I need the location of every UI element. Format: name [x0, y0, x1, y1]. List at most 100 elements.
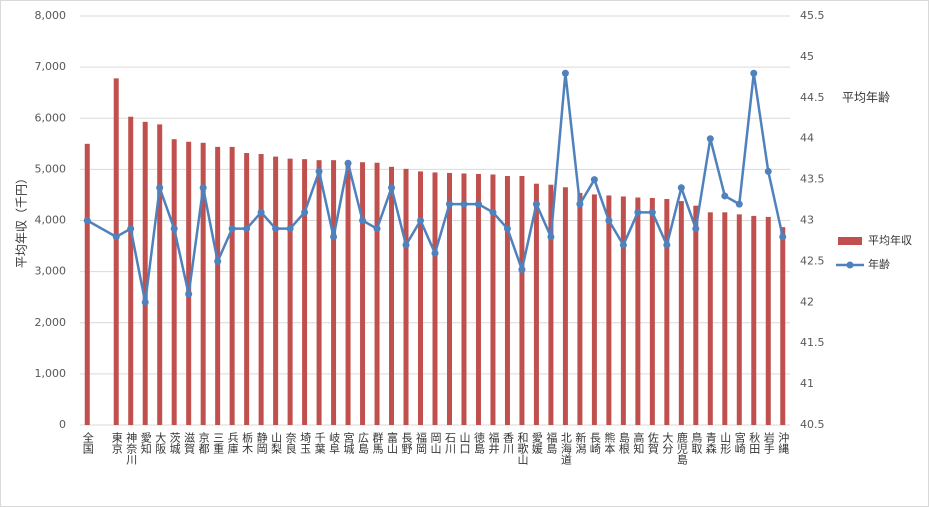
line-marker: [561, 69, 569, 77]
bar: [635, 197, 641, 425]
bar: [446, 172, 452, 425]
x-tick-label: 岩手: [762, 431, 775, 455]
y-tick-label: 7,000: [35, 60, 67, 73]
line-marker: [156, 184, 164, 192]
line-marker: [735, 200, 743, 208]
bar: [316, 160, 322, 426]
bar: [215, 146, 221, 425]
line-marker: [112, 233, 120, 241]
x-tick-label: 愛知: [139, 432, 152, 455]
x-tick-label: 新潟: [574, 431, 587, 455]
bar: [273, 156, 279, 425]
bar: [490, 174, 496, 425]
x-tick-label: 佐賀: [646, 431, 659, 455]
line-marker: [590, 176, 598, 184]
bar: [331, 160, 337, 426]
y2-tick-label: 44: [800, 132, 814, 145]
bar: [664, 199, 670, 425]
line-marker: [359, 217, 367, 224]
y-tick-label: 3,000: [35, 265, 67, 278]
x-tick-label: 大阪: [154, 431, 167, 455]
x-tick-label: 北海道: [559, 432, 572, 465]
y2-tick-label: 43.5: [800, 173, 825, 186]
bar: [693, 205, 699, 425]
line-marker: [706, 135, 714, 143]
bar: [128, 116, 134, 425]
line-marker: [605, 217, 613, 224]
bar: [461, 173, 467, 425]
line-marker: [619, 241, 627, 249]
y2-tick-label: 44.5: [800, 91, 825, 104]
bar: [244, 153, 250, 425]
y-tick-label: 5,000: [35, 162, 67, 175]
bar: [418, 171, 424, 425]
line-marker: [779, 233, 787, 241]
legend-swatch: [838, 237, 862, 245]
line-marker: [663, 241, 671, 249]
bar: [389, 166, 395, 425]
y2-tick-label: 41: [800, 377, 814, 390]
line-marker: [431, 249, 439, 257]
y-tick-label: 2,000: [35, 316, 67, 329]
x-tick-label: 沖縄: [777, 432, 790, 454]
bar: [504, 176, 510, 425]
line-marker: [315, 167, 323, 175]
bar: [345, 161, 351, 426]
line-marker: [750, 69, 758, 77]
y-tick-label: 1,000: [35, 367, 67, 380]
bar: [780, 227, 786, 425]
line-marker: [199, 184, 207, 192]
bar: [765, 216, 771, 425]
line-marker: [474, 200, 482, 208]
legend-swatch: [846, 261, 854, 269]
x-tick-label: 静岡: [255, 431, 268, 455]
x-tick-label: 鳥取: [690, 431, 703, 455]
line-marker: [532, 200, 540, 208]
y-tick-label: 0: [59, 418, 66, 431]
line-marker: [373, 225, 381, 233]
x-tick-label: 兵庫: [226, 432, 239, 455]
x-tick-label: 徳島: [472, 432, 485, 455]
x-tick-label: 秋田: [748, 431, 761, 454]
line-marker: [648, 208, 656, 216]
x-tick-label: 青森: [704, 432, 717, 455]
line-marker: [721, 192, 729, 200]
bar: [649, 198, 655, 425]
line-marker: [576, 200, 584, 208]
line-marker: [460, 200, 468, 208]
line-marker: [228, 225, 236, 233]
bar: [287, 158, 293, 426]
line-marker: [402, 241, 410, 249]
x-tick-label: 茨城: [168, 431, 181, 454]
y2-tick-label: 42: [800, 295, 814, 308]
x-tick-label: 高知: [632, 431, 645, 455]
line-marker: [214, 257, 222, 265]
line: [86, 73, 784, 303]
bar: [722, 212, 728, 425]
bar: [606, 195, 612, 425]
line-marker: [489, 208, 497, 216]
x-tick-label: 京都: [197, 431, 210, 454]
x-tick-label: 愛媛: [530, 432, 543, 455]
line-marker: [185, 290, 193, 298]
line-marker: [286, 225, 294, 233]
line-marker: [272, 225, 280, 233]
bar: [591, 194, 597, 425]
x-tick-label: 鹿児島: [675, 431, 688, 466]
line-marker: [445, 200, 453, 208]
x-tick-label: 神奈川: [125, 431, 138, 465]
x-tick-label: 東京: [110, 432, 123, 455]
bar: [403, 168, 409, 425]
bar: [620, 196, 626, 425]
y2-tick-label: 43: [800, 214, 814, 227]
x-tick-label: 千葉: [313, 432, 326, 454]
x-tick-label: 栃木: [241, 431, 254, 455]
line-marker: [547, 233, 555, 241]
x-tick-label: 岐阜: [328, 432, 341, 455]
x-tick-label: 埼玉: [299, 431, 312, 454]
y2-tick-label: 45: [800, 50, 814, 63]
bar: [200, 142, 206, 426]
bar: [186, 141, 192, 425]
x-tick-label: 全国: [81, 431, 94, 455]
bar: [432, 172, 438, 425]
